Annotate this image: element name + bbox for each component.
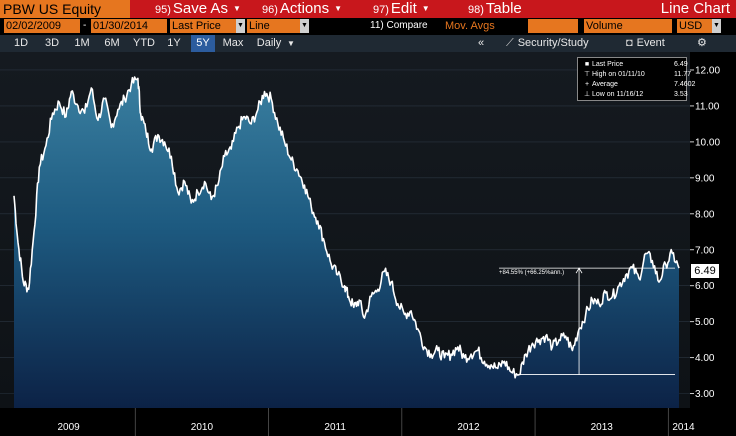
caret-down-icon[interactable]: ▼ [236,19,245,33]
legend[interactable]: ■ Last Price 6.49 ⊤ High on 01/11/10 11.77 +… [577,57,695,101]
menu-bar: PBW US Equity 95) Save As ▼ 96) Actions ▼ 97… [0,0,736,18]
legend-average: + Average 7.4602 [582,80,695,90]
y-tick-label: 5.00 [695,317,715,328]
compare-button[interactable]: 11) Compare [370,20,428,31]
period-bar: 1D 3D 1M 6M YTD 1Y 5Y Max Daily ▼ « ⟋ Sec… [0,35,736,52]
period-6m[interactable]: 6M [104,37,120,49]
actions-menu-label: Actions [279,0,330,17]
change-annotation-label: +84.55% (+66.25%ann.) [499,270,564,276]
y-tick-label: 11.00 [695,101,720,112]
y-tick-label: 3.00 [695,389,715,400]
y-tick-label: 7.00 [695,245,715,256]
x-tick-label: 2009 [58,422,81,433]
security-study-label: Security/Study [517,37,589,49]
table-menu-number: 98) [468,4,484,16]
caret-down-icon: ▼ [421,4,430,13]
line-chart-icon: ⟋ [506,37,514,49]
price-area [14,77,679,408]
period-1d[interactable]: 1D [13,37,29,49]
y-tick-label: 9.00 [695,173,715,184]
collapse-button[interactable]: « [477,37,485,49]
period-1y[interactable]: 1Y [167,37,181,49]
caret-down-icon: ▼ [334,4,343,13]
caret-down-icon: ▼ [232,4,241,13]
arrow-up-icon [575,267,583,274]
legend-average-label: Average [592,81,618,88]
x-tick-label: 2010 [191,422,214,433]
save-as-menu-number: 95) [155,4,171,16]
chart-canvas: +84.55% (+66.25%ann.) 12.00 11.00 10.00 9.0… [0,52,736,436]
event-button[interactable]: ◘ Event [626,35,665,52]
caret-down-icon[interactable]: ▼ [712,19,721,33]
actions-menu[interactable]: 96) Actions ▼ [262,0,342,18]
y-tick-label: 6.00 [695,281,715,292]
legend-low-value: 3.53 [674,91,688,98]
period-5y[interactable]: 5Y [191,35,215,52]
legend-low: ⊥ Low on 11/16/12 3.53 [582,90,688,100]
field-select[interactable]: Last Price [170,19,238,33]
lower-chart-select[interactable]: Volume [584,19,672,33]
x-tick-label: 2013 [591,422,614,433]
save-as-menu[interactable]: 95) Save As ▼ [155,0,241,18]
table-menu-label: Table [485,0,522,17]
price-chart[interactable]: +84.55% (+66.25%ann.) 12.00 11.00 10.00 9.0… [0,52,736,436]
x-axis: 2009 2010 2011 2012 2013 2014 [58,408,695,436]
legend-high: ⊤ High on 01/11/10 11.77 [582,70,691,80]
table-menu[interactable]: 98) Table [468,0,522,18]
y-axis: 12.00 11.00 10.00 9.00 8.00 7.00 6.00 5.00 4.00 3… [690,65,720,400]
security-study-button[interactable]: ⟋ Security/Study [506,35,589,52]
window-title: Line Chart [660,0,730,17]
mov-avgs-button[interactable]: Mov. Avgs [445,19,525,33]
actions-menu-number: 96) [262,4,278,16]
y-tick-label: 8.00 [695,209,715,220]
y-tick-label: 12.00 [695,65,720,76]
change-annotation [499,267,675,375]
edit-menu[interactable]: 97) Edit ▼ [373,0,430,18]
period-3d[interactable]: 3D [44,37,60,49]
period-ytd[interactable]: YTD [133,37,155,49]
date-separator: - [83,20,87,31]
frequency-select[interactable]: Daily [256,37,282,49]
chart-style-select[interactable]: Line [247,19,301,33]
edit-menu-label: Edit [390,0,417,17]
legend-high-value: 11.77 [674,71,691,78]
period-max[interactable]: Max [222,37,244,49]
start-date-field[interactable]: 02/02/2009 [4,19,80,33]
y-tick-label: 10.00 [695,137,720,148]
legend-last-price: ■ Last Price 6.49 [582,60,688,70]
x-tick-label: 2011 [324,422,346,433]
low-marker-icon: ⊥ [583,91,591,98]
save-as-menu-label: Save As [172,0,228,17]
period-1m[interactable]: 1M [74,37,90,49]
mov-avgs-select[interactable] [528,19,578,33]
currency-select[interactable]: USD [677,19,713,33]
square-icon: ■ [584,61,590,68]
event-flag-icon: ◘ [626,37,633,49]
average-marker-icon: + [584,81,590,88]
settings-button[interactable]: ⚙ [697,37,707,49]
end-date-field[interactable]: 01/30/2014 [91,19,167,33]
security-ticker-field[interactable]: PBW US Equity [0,0,130,18]
price-line [13,76,680,379]
legend-low-label: Low on 11/16/12 [592,91,644,98]
event-label: Event [636,37,665,49]
field-bar: 02/02/2009 - 01/30/2014 Last Price ▼ Lin… [0,18,736,35]
high-marker-icon: ⊤ [583,71,591,78]
caret-down-icon[interactable]: ▼ [300,19,309,33]
x-tick-label: 2012 [457,422,480,433]
y-tick-label: 4.00 [695,353,715,364]
x-tick-label: 2014 [672,422,695,433]
legend-average-value: 7.4602 [674,81,696,88]
legend-high-label: High on 01/11/10 [592,71,645,78]
edit-menu-number: 97) [373,4,389,16]
x-axis-band [0,408,736,436]
legend-last-price-value: 6.49 [674,61,688,68]
caret-down-icon[interactable]: ▼ [287,39,295,48]
legend-last-price-label: Last Price [592,61,624,68]
last-price-tag: 6.49 [691,264,719,278]
